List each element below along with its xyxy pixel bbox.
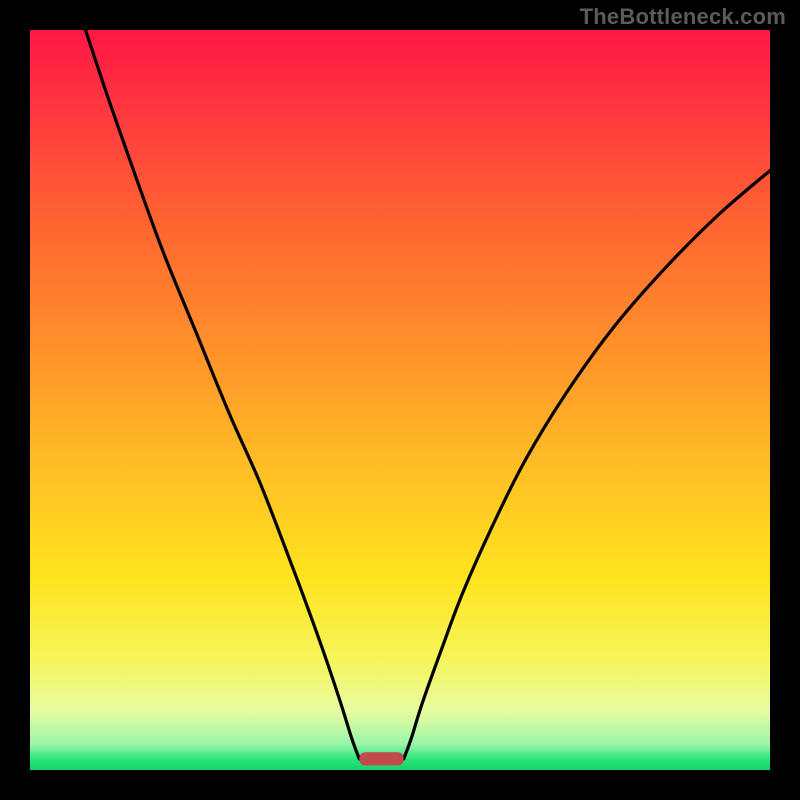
watermark-text: TheBottleneck.com [580,4,786,30]
bottleneck-chart: TheBottleneck.com [0,0,800,800]
chart-svg [0,0,800,800]
plot-area [30,30,770,770]
trough-marker [359,752,403,765]
